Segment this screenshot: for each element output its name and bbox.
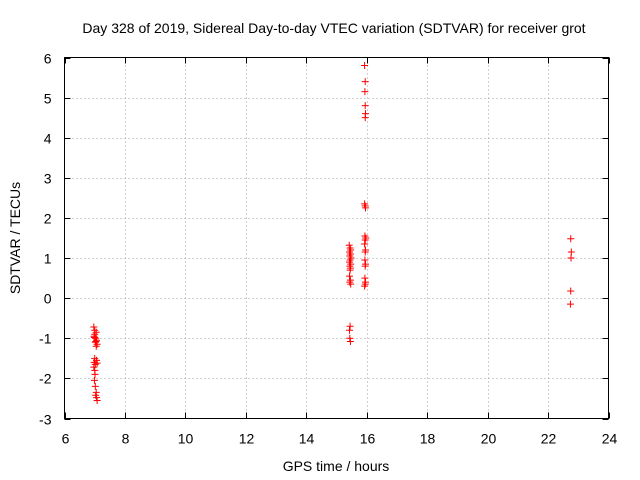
data-point-marker xyxy=(567,254,575,262)
x-tick-label: 12 xyxy=(239,431,255,447)
data-point-marker xyxy=(346,337,354,345)
data-point-marker xyxy=(90,376,98,384)
data-point-marker xyxy=(361,282,369,290)
data-point-marker xyxy=(361,78,369,86)
data-point-marker xyxy=(90,323,98,331)
y-tick-label: 1 xyxy=(44,251,52,267)
data-point-marker xyxy=(91,370,99,378)
data-point-marker xyxy=(361,102,369,110)
data-point-marker xyxy=(347,280,355,288)
x-tick-label: 10 xyxy=(178,431,194,447)
data-point-marker xyxy=(361,88,369,96)
x-tick-label: 18 xyxy=(420,431,436,447)
y-tick-label: 3 xyxy=(44,171,52,187)
data-point-marker xyxy=(346,334,354,342)
data-point-marker xyxy=(361,240,369,248)
data-point-marker xyxy=(92,337,100,345)
data-point-marker xyxy=(346,266,354,274)
y-tick-label: -2 xyxy=(39,371,52,387)
y-tick-label: -1 xyxy=(39,331,52,347)
y-tick-label: -3 xyxy=(39,412,52,428)
x-tick-label: 14 xyxy=(299,431,315,447)
x-tick-label: 6 xyxy=(62,431,70,447)
x-tick-label: 24 xyxy=(602,431,618,447)
y-tick-label: 0 xyxy=(44,291,52,307)
data-point-marker xyxy=(90,333,98,341)
x-axis-label: GPS time / hours xyxy=(283,458,390,474)
data-point-marker xyxy=(362,204,370,212)
data-point-marker xyxy=(566,300,574,308)
y-tick-label: 2 xyxy=(44,211,52,227)
data-point-marker xyxy=(346,322,354,330)
x-tick-label: 16 xyxy=(360,431,376,447)
y-tick-label: 4 xyxy=(44,131,52,147)
data-point-marker xyxy=(361,236,369,244)
chart-title: Day 328 of 2019, Sidereal Day-to-day VTE… xyxy=(82,20,585,36)
plot-frame xyxy=(64,57,609,419)
grid xyxy=(64,57,609,419)
y-tick-label: 5 xyxy=(44,91,52,107)
data-point-marker xyxy=(361,262,369,270)
data-point-marker xyxy=(567,248,575,256)
data-point-marker xyxy=(361,256,369,264)
data-point-marker xyxy=(90,363,98,371)
data-point-marker xyxy=(93,396,101,404)
data-point-marker xyxy=(361,114,369,122)
data-point-marker xyxy=(567,235,575,243)
data-point-marker xyxy=(345,326,353,334)
y-tick-label: 6 xyxy=(44,51,52,67)
x-tick-label: 22 xyxy=(541,431,557,447)
data-point-marker xyxy=(91,382,99,390)
data-point-marker xyxy=(361,274,369,282)
x-tick-label: 20 xyxy=(481,431,497,447)
y-axis-label: SDTVAR / TECUs xyxy=(7,182,23,294)
data-points xyxy=(90,62,575,404)
x-tick-label: 8 xyxy=(122,431,130,447)
data-point-marker xyxy=(93,359,101,367)
data-point-marker xyxy=(361,248,369,256)
data-point-marker xyxy=(567,287,575,295)
data-point-marker xyxy=(361,62,369,70)
data-point-marker xyxy=(345,272,353,280)
axis-ticks xyxy=(64,57,610,420)
